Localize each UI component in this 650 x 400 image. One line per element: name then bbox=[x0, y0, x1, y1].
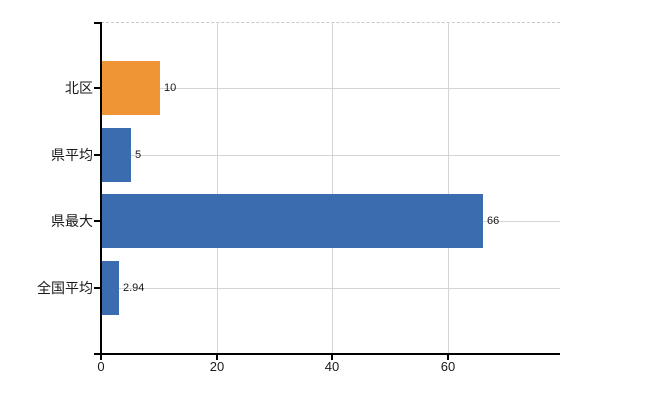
bar-value-label: 10 bbox=[164, 82, 177, 94]
bar bbox=[102, 261, 119, 315]
y-axis-line bbox=[100, 22, 102, 354]
y-axis-tick bbox=[94, 220, 101, 222]
x-tick-label: 40 bbox=[324, 359, 340, 374]
gridline-vertical bbox=[332, 22, 333, 353]
bar bbox=[102, 128, 131, 182]
x-tick-label: 20 bbox=[209, 359, 225, 374]
gridline-vertical bbox=[448, 22, 449, 353]
plot-top-border bbox=[101, 22, 560, 23]
y-axis-tick bbox=[94, 154, 101, 156]
bar bbox=[102, 61, 160, 115]
y-axis-tick bbox=[94, 287, 101, 289]
category-label: 県最大 bbox=[51, 213, 93, 229]
gridline-horizontal bbox=[102, 88, 560, 89]
x-tick-label: 0 bbox=[97, 359, 105, 374]
gridline-horizontal bbox=[102, 155, 560, 156]
bar-value-label: 66 bbox=[487, 215, 500, 227]
category-label: 県平均 bbox=[51, 147, 93, 163]
category-label: 全国平均 bbox=[37, 280, 93, 296]
gridline-horizontal bbox=[102, 288, 560, 289]
gridline-vertical bbox=[217, 22, 218, 353]
bar-value-label: 2.94 bbox=[123, 282, 145, 294]
x-axis-tick bbox=[331, 354, 333, 360]
x-axis-tick bbox=[100, 354, 102, 360]
bar-value-label: 5 bbox=[135, 149, 142, 161]
bar bbox=[102, 194, 483, 248]
x-axis-line bbox=[94, 353, 560, 355]
y-axis-tick bbox=[94, 87, 101, 89]
x-axis-tick bbox=[216, 354, 218, 360]
y-axis-top-tick bbox=[94, 22, 101, 24]
x-axis-tick bbox=[447, 354, 449, 360]
category-label: 北区 bbox=[65, 80, 93, 96]
x-tick-label: 60 bbox=[440, 359, 456, 374]
